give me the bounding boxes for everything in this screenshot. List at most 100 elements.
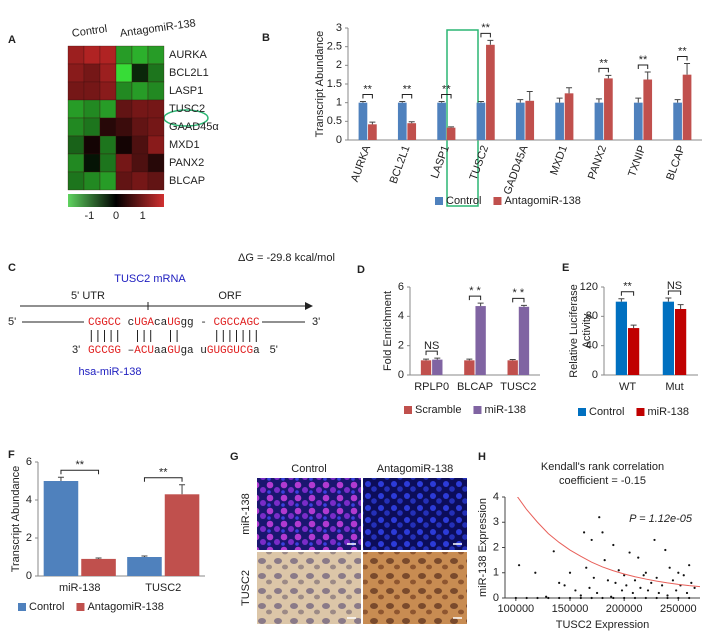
heatmap-cell bbox=[67, 45, 85, 65]
significance-bracket bbox=[480, 32, 491, 38]
chart-title: coefficient = -0.15 bbox=[559, 475, 646, 487]
error-bar bbox=[141, 555, 148, 557]
row-label: BCL2L1 bbox=[169, 67, 209, 79]
point bbox=[603, 559, 606, 562]
point bbox=[582, 531, 586, 534]
point bbox=[666, 596, 669, 600]
heatmap-cell bbox=[67, 99, 85, 119]
sequence-segment: GU bbox=[167, 345, 180, 357]
point bbox=[598, 516, 601, 519]
chart-title: Kendall's rank correlation bbox=[541, 461, 664, 473]
sequence-segment: c bbox=[121, 317, 134, 329]
error-bar bbox=[487, 39, 494, 45]
bar bbox=[507, 360, 518, 375]
sequence-segment: GUGGUCG bbox=[207, 345, 253, 357]
heatmap-cell bbox=[115, 171, 133, 191]
legend-swatch bbox=[493, 197, 502, 205]
column-label: AntagomiR-138 bbox=[377, 463, 453, 475]
y-tick-label: 0 bbox=[592, 369, 598, 381]
point bbox=[558, 581, 561, 584]
error-bar bbox=[359, 101, 366, 103]
sequence-segment: ca bbox=[154, 317, 168, 329]
heatmap-cell bbox=[83, 63, 101, 83]
legend-label: AntagomiR-138 bbox=[87, 601, 163, 613]
legend-swatch bbox=[578, 408, 586, 416]
point bbox=[642, 574, 645, 577]
x-tick-label: BLCAP bbox=[457, 381, 493, 393]
point bbox=[685, 591, 689, 595]
sequence-segment: UGA bbox=[134, 317, 154, 329]
bar bbox=[594, 102, 604, 140]
colorbar-tick-label: -1 bbox=[84, 210, 94, 222]
heatmap-cell bbox=[115, 153, 133, 173]
error-bar bbox=[399, 101, 406, 103]
y-tick-label: 4 bbox=[398, 310, 404, 322]
significance-label: ** bbox=[442, 83, 451, 95]
legend-swatch bbox=[76, 603, 85, 611]
point bbox=[637, 556, 640, 559]
bar bbox=[475, 306, 486, 375]
colorbar bbox=[68, 194, 164, 207]
panel-label: D bbox=[357, 264, 365, 276]
point bbox=[650, 581, 653, 584]
point bbox=[653, 538, 656, 542]
point bbox=[664, 548, 667, 552]
bar bbox=[358, 102, 368, 140]
colorbar-tick-label: 1 bbox=[140, 210, 146, 222]
error-bar bbox=[517, 99, 524, 103]
column-group-label: AntagomiR-138 bbox=[119, 17, 196, 40]
heatmap-cell bbox=[99, 135, 117, 155]
row-label: BLCAP bbox=[169, 175, 205, 187]
point bbox=[677, 596, 680, 600]
y-axis-title: Relative Luciferase bbox=[568, 284, 580, 378]
bar bbox=[674, 309, 687, 375]
heatmap-cell bbox=[99, 63, 117, 83]
significance-bracket bbox=[468, 295, 482, 301]
bar bbox=[515, 102, 525, 140]
error-bar bbox=[466, 358, 473, 361]
error-bar bbox=[630, 324, 637, 329]
point bbox=[612, 543, 615, 547]
significance-bracket bbox=[401, 94, 413, 99]
significance-label: ** bbox=[639, 54, 648, 66]
x-axis-title: TUSC2 Expression bbox=[556, 619, 650, 631]
error-bar bbox=[434, 357, 441, 360]
heatmap-cell bbox=[131, 45, 149, 65]
y-axis-title: Fold Enrichment bbox=[382, 291, 394, 371]
x-tick-label: Mut bbox=[665, 381, 683, 393]
x-tick-label: 100000 bbox=[497, 603, 534, 615]
heatmap-cell bbox=[83, 99, 101, 119]
five-prime: 5' bbox=[8, 316, 16, 328]
y-tick-label: 1 bbox=[493, 567, 499, 579]
x-tick-label: GADD45A bbox=[502, 143, 531, 196]
significance-label: ** bbox=[75, 459, 84, 471]
point bbox=[688, 596, 691, 600]
point bbox=[660, 584, 664, 587]
x-tick-label: WT bbox=[619, 381, 636, 393]
row-label: TUSC2 bbox=[169, 103, 205, 115]
y-tick-label: 120 bbox=[580, 281, 598, 293]
point bbox=[590, 596, 593, 600]
error-bar bbox=[408, 121, 415, 124]
heatmap-cell bbox=[147, 171, 165, 191]
heatmap-cell bbox=[99, 171, 117, 191]
significance-bracket bbox=[620, 291, 635, 296]
heatmap-cell bbox=[99, 153, 117, 173]
significance-bracket bbox=[60, 469, 100, 475]
error-bar bbox=[448, 126, 455, 128]
significance-label: ** bbox=[678, 45, 687, 57]
y-axis-title: Transcript Abundance bbox=[314, 31, 326, 138]
sequence-segment: gg - bbox=[180, 317, 213, 329]
error-bar bbox=[684, 62, 691, 75]
heatmap-cell bbox=[147, 45, 165, 65]
bar bbox=[437, 102, 446, 140]
point bbox=[655, 576, 658, 579]
bar bbox=[662, 301, 675, 375]
x-tick-label: RPLP0 bbox=[414, 381, 449, 393]
heatmap-cell bbox=[131, 153, 149, 173]
point bbox=[657, 591, 660, 595]
heatmap-cell bbox=[67, 171, 85, 191]
point bbox=[547, 596, 550, 600]
sequence-segment: a bbox=[253, 345, 260, 357]
